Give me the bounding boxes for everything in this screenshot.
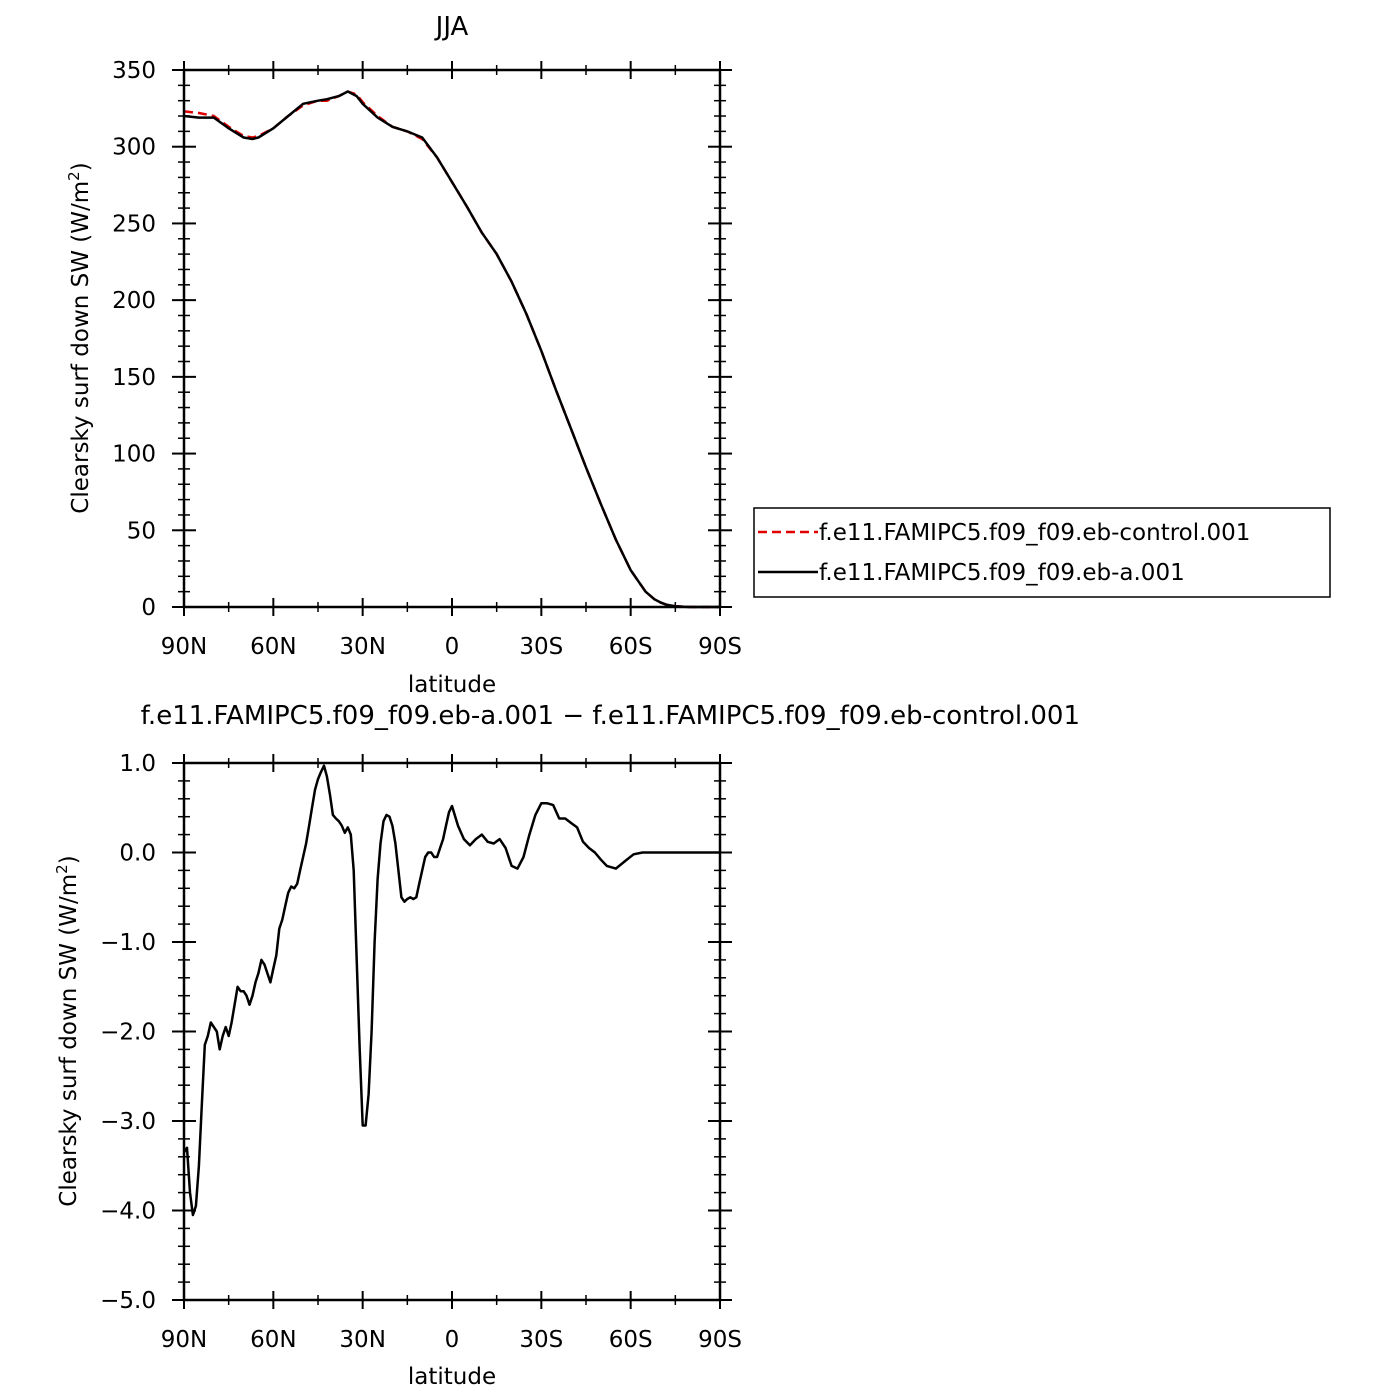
top-ytick-label: 300	[112, 135, 156, 161]
top-xtick-label: 0	[445, 634, 460, 660]
bottom-plot-area	[182, 764, 720, 1217]
top-ytick-label: 100	[112, 442, 156, 468]
bottom-xtick-label: 30N	[339, 1327, 385, 1353]
bottom-ytick-label: −2.0	[100, 1020, 156, 1046]
bottom-plot-frame	[182, 761, 722, 1302]
top-ytick-label: 50	[127, 518, 156, 544]
top-x-axis-label: latitude	[408, 672, 496, 698]
bottom-panel: f.e11.FAMIPC5.f09_f09.eb-a.001 − f.e11.F…	[53, 701, 1080, 1390]
bottom-ytick-label: −1.0	[100, 930, 156, 956]
top-y-axis-label: Clearsky surf down SW (W/m2)	[65, 162, 94, 513]
top-xtick-label: 90N	[161, 634, 207, 660]
bottom-ytick-label: −3.0	[100, 1109, 156, 1135]
top-ytick-label: 350	[112, 58, 156, 84]
top-y-label-main: Clearsky surf down SW (W/m	[68, 181, 94, 514]
legend: f.e11.FAMIPC5.f09_f09.eb-control.001 f.e…	[753, 507, 1331, 598]
bottom-ytick-label: −5.0	[100, 1288, 156, 1314]
bottom-chart-title: f.e11.FAMIPC5.f09_f09.eb-a.001 − f.e11.F…	[141, 701, 1080, 731]
legend-box	[753, 507, 1331, 598]
top-xtick-label: 90S	[698, 634, 742, 660]
bottom-y-axis-label: Clearsky surf down SW (W/m2)	[53, 855, 82, 1206]
bottom-ytick-label: 1.0	[119, 751, 156, 777]
bottom-y-label-main: Clearsky surf down SW (W/m	[56, 874, 82, 1207]
top-plot-area	[183, 90, 720, 609]
bottom-xtick-label: 90S	[698, 1327, 742, 1353]
top-xtick-label: 60S	[609, 634, 653, 660]
top-ticks: 90N 60N 30N 0 30S 60S 90S 0 50 100 150 200 250 300 350	[112, 58, 742, 660]
top-series-line-1	[183, 90, 720, 609]
top-ytick-label: 150	[112, 365, 156, 391]
top-plot-frame	[182, 68, 722, 609]
bottom-x-axis-label: latitude	[408, 1364, 496, 1390]
top-xtick-label: 60N	[250, 634, 296, 660]
bottom-xtick-label: 60N	[250, 1327, 296, 1353]
legend-entry-a: f.e11.FAMIPC5.f09_f09.eb-a.001	[819, 560, 1185, 586]
bottom-ytick-label: −4.0	[100, 1199, 156, 1225]
top-xtick-label: 30N	[339, 634, 385, 660]
top-y-label-sup: 2	[65, 171, 83, 181]
bottom-y-label-sup: 2	[53, 864, 71, 874]
top-ytick-label: 200	[112, 288, 156, 314]
bottom-series-line-0	[182, 764, 720, 1217]
bottom-xtick-label: 0	[445, 1327, 460, 1353]
bottom-ticks: 90N 60N 30N 0 30S 60S 90S 1.0 0.0 −1.0 −2.0 −3.0 −4.…	[100, 751, 742, 1353]
bottom-xtick-label: 60S	[609, 1327, 653, 1353]
top-xtick-label: 30S	[519, 634, 563, 660]
bottom-xtick-label: 30S	[519, 1327, 563, 1353]
top-series-line-0	[183, 90, 720, 609]
legend-entry-control: f.e11.FAMIPC5.f09_f09.eb-control.001	[819, 520, 1250, 546]
top-y-label-end: )	[68, 162, 94, 171]
top-chart-title: JJA	[434, 12, 469, 42]
top-panel: JJA 90N 60N 30N 0 30S 60S 90S 0 50 100 150 200 250 30…	[65, 12, 1331, 698]
top-ytick-label: 0	[141, 595, 156, 621]
bottom-xtick-label: 90N	[161, 1327, 207, 1353]
bottom-ytick-label: 0.0	[119, 841, 156, 867]
top-ytick-label: 250	[112, 211, 156, 237]
bottom-y-label-end: )	[56, 855, 82, 864]
